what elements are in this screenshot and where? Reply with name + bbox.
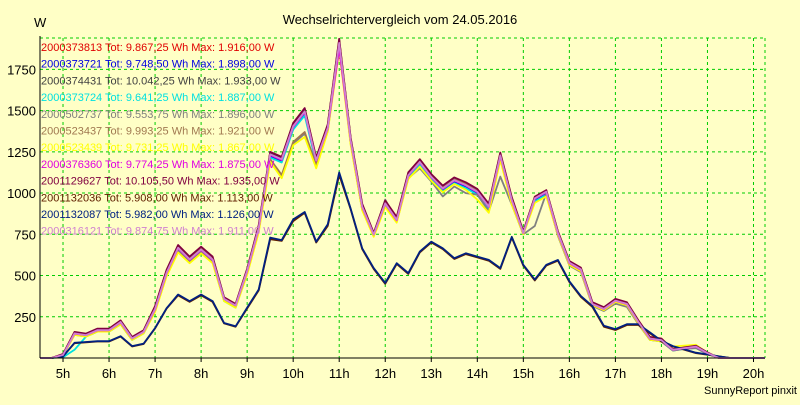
legend-entry-2001132087: 2001132087 Tot: 5.982,00 Wh Max: 1.126,0… <box>41 209 274 221</box>
y-tick-label: 500 <box>14 269 36 284</box>
legend: 2000373813 Tot: 9.867,25 Wh Max: 1.916,0… <box>41 42 281 238</box>
x-tick-label: 20h <box>743 366 765 381</box>
series-line-2000316121 <box>40 42 765 359</box>
y-tick-label: 1000 <box>7 186 36 201</box>
x-tick-label: 19h <box>697 366 719 381</box>
footer-credit: SunnyReport pinxit <box>704 385 797 397</box>
y-tick-label: 1250 <box>7 145 36 160</box>
y-axis-unit-label: W <box>34 15 47 30</box>
series-lines <box>40 37 765 359</box>
legend-entry-2001129627: 2001129627 Tot: 10.105,50 Wh Max: 1.935,… <box>41 176 280 188</box>
y-tick-label: 250 <box>14 310 36 325</box>
axes: 250 500 750 1000 1250 1500 1750 5h 6h 7h 8h 9h 10h 11… <box>7 36 765 381</box>
legend-entry-2001132036: 2001132036 Tot: 5.908,00 Wh Max: 1.113,0… <box>41 192 273 204</box>
x-tick-label: 13h <box>420 366 442 381</box>
legend-entry-2000373724: 2000373724 Tot: 9.641,25 Wh Max: 1.887,0… <box>41 92 275 104</box>
legend-entry-2000376360: 2000376360 Tot: 9.774,25 Wh Max: 1.875,0… <box>41 159 275 171</box>
x-tick-label: 18h <box>651 366 673 381</box>
legend-entry-2000523439: 2000523439 Tot: 9.731,25 Wh Max: 1.867,0… <box>41 142 275 154</box>
x-tick-label: 11h <box>329 366 350 381</box>
x-tick-label: 12h <box>374 366 396 381</box>
y-tick-label: 1750 <box>7 62 36 77</box>
y-tick-label: 750 <box>14 227 36 242</box>
x-tick-label: 5h <box>56 366 70 381</box>
x-tick-label: 8h <box>194 366 208 381</box>
chart-title: Wechselrichtervergleich vom 24.05.2016 <box>283 12 518 27</box>
x-tick-label: 7h <box>148 366 162 381</box>
legend-entry-2000523437: 2000523437 Tot: 9.993,25 Wh Max: 1.921,0… <box>41 126 275 138</box>
x-tick-label: 6h <box>102 366 116 381</box>
series-line-2001132087 <box>40 171 765 359</box>
x-tick-label: 16h <box>559 366 581 381</box>
legend-entry-2000316121: 2000316121 Tot: 9.874,75 Wh Max: 1.911,0… <box>41 226 274 238</box>
x-tick-label: 9h <box>240 366 254 381</box>
legend-entry-2000373721: 2000373721 Tot: 9.748,50 Wh Max: 1.898,0… <box>41 59 275 71</box>
x-tick-label: 14h <box>466 366 488 381</box>
y-tick-label: 1500 <box>7 104 36 119</box>
x-tick-label: 10h <box>282 366 304 381</box>
legend-entry-2000374431: 2000374431 Tot: 10.042,25 Wh Max: 1.933,… <box>41 75 281 87</box>
legend-entry-2000502737: 2000502737 Tot: 9.553,75 Wh Max: 1.896,0… <box>41 109 275 121</box>
x-tick-label: 15h <box>512 366 534 381</box>
legend-entry-2000373813: 2000373813 Tot: 9.867,25 Wh Max: 1.916,0… <box>41 42 275 54</box>
x-tick-label: 17h <box>605 366 627 381</box>
